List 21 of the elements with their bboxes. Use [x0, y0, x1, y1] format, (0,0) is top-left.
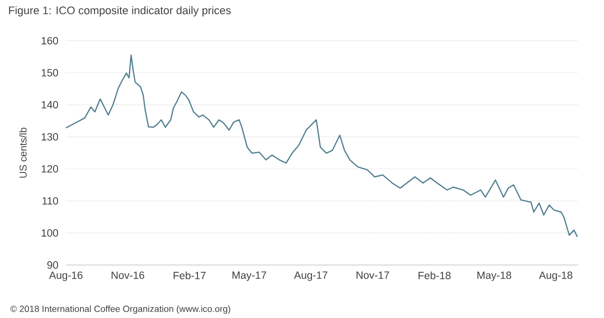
chart-title: Figure 1: ICO composite indicator daily prices — [9, 6, 231, 16]
x-tick-label: May-17 — [232, 272, 266, 281]
text: © 2018 International Coffee Organization (www.ico.org) — [10, 305, 230, 314]
y-tick-label: 100 — [42, 229, 58, 237]
x-tick-label: Feb-17 — [174, 272, 206, 280]
x-tick-label: Nov-17 — [356, 272, 390, 279]
y-tick-label: 150 — [42, 69, 58, 76]
x-tick-label: Aug-18 — [538, 272, 572, 282]
x-tick-label: Nov-16 — [112, 272, 144, 279]
x-tick-label: Feb-18 — [418, 272, 451, 280]
y-axis-title: US cents/lb — [19, 128, 27, 178]
y-tick-label: 110 — [42, 197, 58, 205]
y-tick-label: 160 — [42, 36, 58, 44]
y-tick-label: 90 — [47, 261, 58, 269]
x-tick-label: May-18 — [477, 272, 512, 282]
x-tick-label: Aug-16 — [49, 272, 82, 282]
y-tick-label: 120 — [42, 165, 58, 173]
line-series — [65, 54, 578, 238]
x-tick-label: Aug-17 — [294, 272, 328, 281]
y-tick-label: 130 — [42, 133, 58, 141]
y-tick-label: 140 — [42, 101, 58, 109]
